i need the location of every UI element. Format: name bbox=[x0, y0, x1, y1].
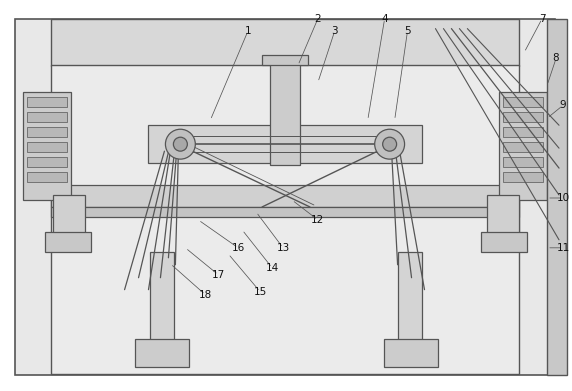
Text: 12: 12 bbox=[311, 215, 324, 225]
Bar bbox=[503, 112, 543, 122]
Circle shape bbox=[375, 129, 404, 159]
Bar bbox=[503, 172, 543, 182]
Bar bbox=[262, 56, 308, 65]
Bar bbox=[27, 127, 67, 137]
Text: 10: 10 bbox=[557, 193, 570, 203]
Bar bbox=[53, 195, 85, 237]
Bar bbox=[481, 232, 527, 252]
Bar bbox=[398, 252, 422, 343]
Bar bbox=[384, 339, 439, 368]
Text: 18: 18 bbox=[198, 290, 212, 300]
Text: 2: 2 bbox=[315, 14, 321, 23]
Text: 14: 14 bbox=[265, 263, 279, 273]
Bar bbox=[23, 92, 71, 200]
Circle shape bbox=[173, 137, 188, 151]
Text: 15: 15 bbox=[253, 287, 267, 297]
Text: 8: 8 bbox=[553, 54, 559, 63]
Bar bbox=[51, 207, 519, 217]
Bar bbox=[27, 157, 67, 167]
Text: 3: 3 bbox=[332, 25, 338, 36]
Bar bbox=[503, 142, 543, 152]
Bar bbox=[45, 232, 91, 252]
Bar bbox=[27, 112, 67, 122]
Bar bbox=[499, 92, 547, 200]
Bar bbox=[51, 19, 519, 66]
Text: 13: 13 bbox=[276, 243, 289, 253]
Text: 11: 11 bbox=[557, 243, 570, 253]
Text: 7: 7 bbox=[539, 14, 545, 23]
Bar bbox=[150, 252, 174, 343]
Bar bbox=[27, 142, 67, 152]
Bar bbox=[503, 157, 543, 167]
Circle shape bbox=[383, 137, 396, 151]
Text: 17: 17 bbox=[212, 270, 225, 280]
Bar bbox=[51, 185, 519, 207]
Bar bbox=[487, 195, 519, 237]
Bar bbox=[51, 65, 519, 374]
Text: 9: 9 bbox=[559, 100, 566, 110]
Bar bbox=[27, 172, 67, 182]
Circle shape bbox=[165, 129, 195, 159]
Text: 4: 4 bbox=[382, 14, 388, 23]
Bar bbox=[503, 97, 543, 107]
Text: 16: 16 bbox=[232, 243, 245, 253]
Bar bbox=[149, 125, 422, 163]
Bar bbox=[270, 61, 300, 165]
Bar bbox=[503, 127, 543, 137]
Bar bbox=[27, 97, 67, 107]
Bar bbox=[134, 339, 189, 368]
Bar bbox=[547, 19, 567, 375]
Text: 5: 5 bbox=[404, 25, 411, 36]
Text: 1: 1 bbox=[245, 25, 252, 36]
